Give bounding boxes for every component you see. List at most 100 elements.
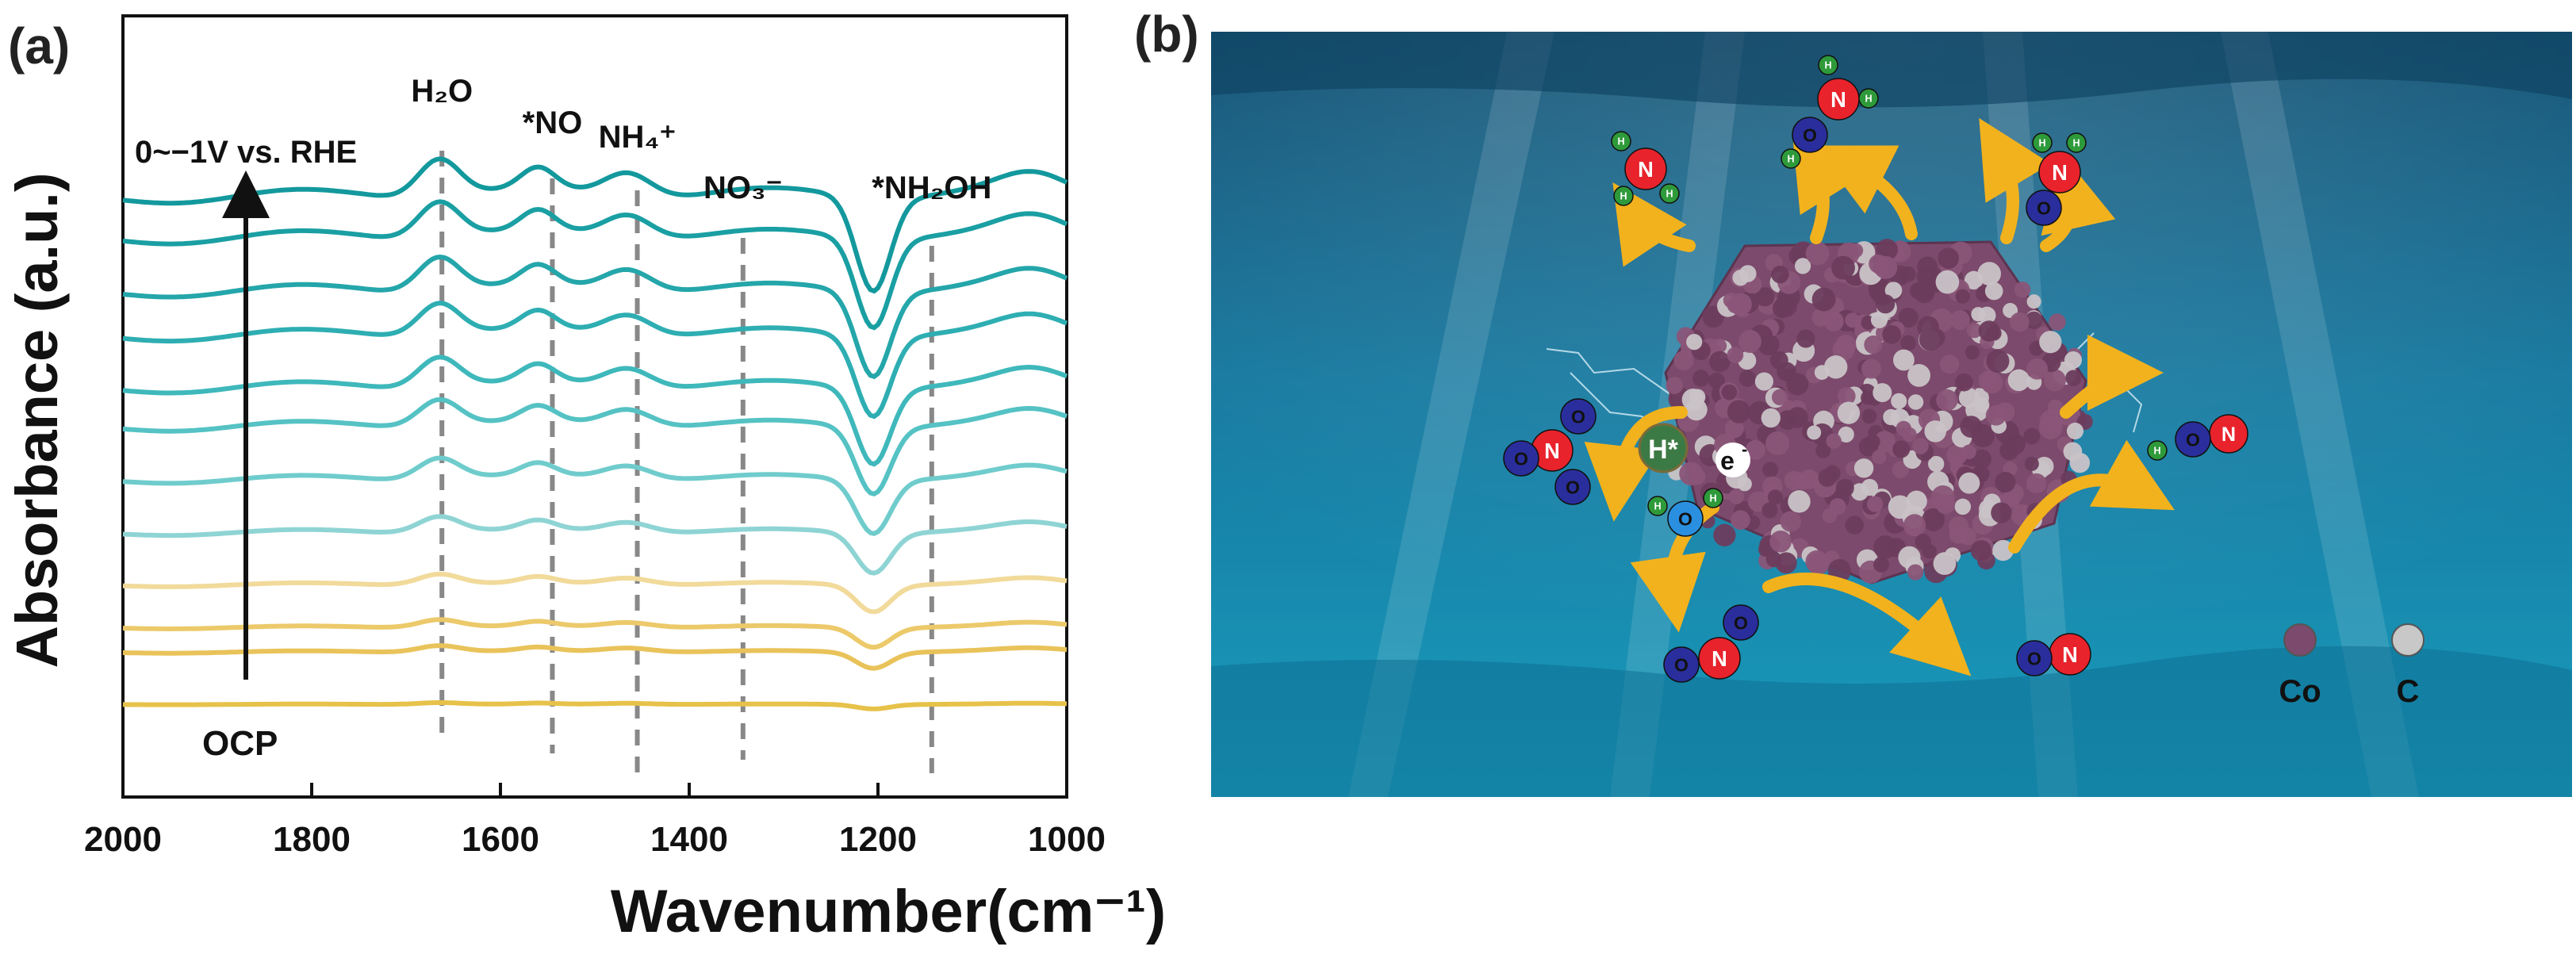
atom-O: O: [1792, 117, 1828, 153]
atom-H: H: [1659, 183, 1680, 204]
atom-label: O: [1514, 448, 1528, 469]
atom-label: O: [1678, 508, 1692, 529]
reaction-arrow-3: [2040, 153, 2116, 252]
band-label-no: *NO: [523, 105, 583, 140]
atom-O: O: [1663, 646, 1700, 683]
atom-H: H: [2147, 440, 2168, 461]
spectrum-line-2: [122, 617, 1068, 650]
reaction-arrows: [1584, 117, 2175, 676]
atom-label: N: [2052, 160, 2068, 185]
atom-legend: Co C: [2279, 623, 2425, 709]
atom-H: H: [1703, 488, 1723, 508]
band-label-nh2oh: *NH₂OH: [872, 171, 991, 205]
legend-label: C: [2397, 674, 2420, 709]
x-tick-label: 1200: [839, 820, 917, 859]
x-tick-label: 1800: [273, 820, 351, 859]
atom-label: O: [2037, 197, 2051, 218]
atom-N: N: [2038, 151, 2081, 194]
atom-label: N: [2221, 423, 2236, 446]
atom-label: H: [2153, 446, 2160, 457]
atom-label: H: [2038, 138, 2045, 149]
band-label-h2o: H₂O: [411, 74, 473, 109]
atom-H: H: [1858, 88, 1879, 109]
x-axis-title: Wavenumber(cm⁻¹): [611, 878, 1166, 945]
x-tick-label: 1600: [462, 820, 539, 859]
spectrum-line-9: [122, 254, 1068, 380]
panel-a-label: (a): [8, 17, 70, 75]
electron-label: e: [1720, 446, 1735, 475]
atom-label: H: [1654, 501, 1661, 512]
panel-b-label: (b): [1134, 6, 1199, 63]
atom-H: H: [1613, 186, 1634, 206]
ocp-label: OCP: [202, 724, 278, 763]
atom-label: N: [2062, 642, 2078, 667]
reaction-arrow-4: [2060, 335, 2164, 419]
atom-N: N: [1698, 637, 1741, 680]
spectrum-line-10: [122, 199, 1068, 331]
atom-O: O: [1560, 398, 1597, 435]
spectrum-line-0: [122, 700, 1068, 711]
atom-H: H: [1611, 131, 1631, 151]
adsorbed-hydrogen: H*: [1638, 423, 1689, 473]
spectrum-line-3: [122, 571, 1068, 615]
reaction-arrow-8: [1630, 501, 1719, 633]
atom-H: H: [1781, 148, 1801, 169]
atom-O: O: [1667, 500, 1704, 537]
atom-O: O: [1503, 440, 1539, 477]
atom-label: H: [1617, 136, 1624, 148]
x-axis-ticks: 2000 1800 1600 1400 1200 1000: [84, 783, 1106, 859]
co-carbon-nanoparticle: [1664, 239, 2093, 584]
x-tick-label: 1000: [1028, 820, 1106, 859]
band-label-nh4: NH₄⁺: [599, 120, 677, 155]
atom-label: O: [1734, 612, 1748, 633]
atom-label: N: [1830, 87, 1846, 112]
spectrum-line-11: [122, 156, 1068, 294]
atom-H: H: [2032, 132, 2053, 153]
atom-H: H: [1818, 55, 1838, 75]
y-axis-title: Absorbance (a.u.): [4, 173, 70, 669]
plot-frame: [121, 14, 1068, 799]
atom-label: O: [2186, 429, 2200, 450]
atom-H: H: [2066, 132, 2087, 153]
electron-charge: -: [1742, 439, 1747, 459]
reaction-arrow-6: [1762, 573, 1972, 676]
atom-N: N: [1624, 148, 1667, 190]
spectrum-line-1: [122, 643, 1068, 671]
atom-O: O: [2026, 190, 2062, 226]
hydrogen-star-label: H*: [1648, 435, 1679, 465]
legend-item-c: C: [2391, 623, 2425, 709]
atom-label: O: [1566, 477, 1580, 497]
atom-label: N: [1712, 646, 1727, 671]
water-surface: [1211, 32, 2572, 108]
atom-label: H: [1709, 493, 1716, 504]
electron: e -: [1715, 439, 1750, 477]
x-tick-label: 2000: [84, 820, 162, 859]
atom-label: H: [1620, 191, 1627, 202]
sea-floor: [1211, 646, 2572, 797]
panel-a-spectra-chart: (a) 2000 1800 1600 1400 1200 1000 H₂O *NO NH₄⁺ N…: [4, 14, 1166, 945]
spectra-lines: [122, 156, 1068, 711]
reaction-arrow-1: [1814, 145, 1918, 240]
spectrum-line-8: [122, 301, 1068, 420]
reaction-arrow-9: [1612, 182, 1696, 267]
band-label-no3: NO₃⁻: [703, 171, 783, 205]
reaction-arrow-2: [1979, 117, 2051, 244]
band-marker-lines: [439, 151, 934, 777]
legend-item-co: Co: [2279, 623, 2321, 709]
atom-label: O: [1674, 654, 1689, 675]
legend-swatch: [2283, 623, 2317, 657]
legend-label: Co: [2279, 674, 2321, 709]
atom-H: H: [1647, 496, 1668, 516]
atom-N: N: [1817, 78, 1860, 121]
atom-O: O: [1554, 469, 1591, 505]
band-labels: H₂O *NO NH₄⁺ NO₃⁻ *NH₂OH: [411, 74, 991, 205]
atom-N: N: [2049, 633, 2091, 676]
atom-label: O: [2027, 648, 2041, 669]
atom-label: H: [1666, 189, 1673, 200]
reaction-arrow-7: [1584, 406, 1688, 522]
atom-N: N: [1531, 429, 1574, 472]
spectrum-line-4: [122, 514, 1068, 576]
